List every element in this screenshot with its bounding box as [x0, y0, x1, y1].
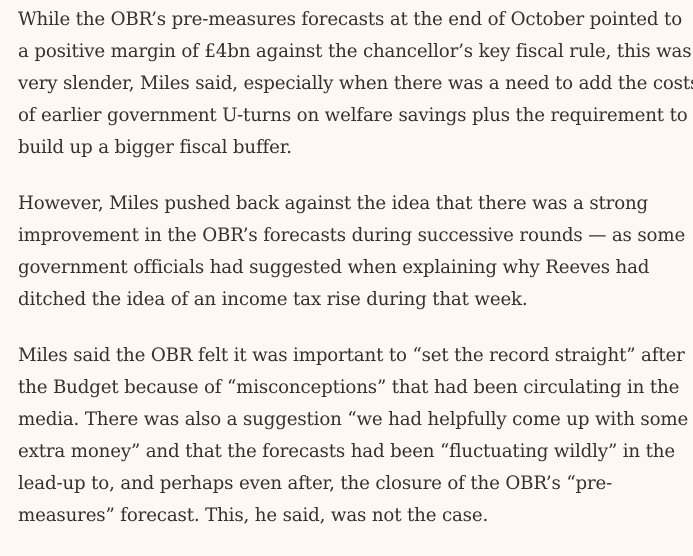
paragraph-2: However, Miles pushed back against the i…: [18, 188, 693, 316]
paragraph-line: a positive margin of £4bn against the ch…: [18, 41, 692, 62]
paragraph-line: very slender, Miles said, especially whe…: [18, 73, 693, 94]
paragraph-line: measures” forecast. This, he said, was n…: [18, 505, 489, 526]
paragraph-3: Miles said the OBR felt it was important…: [18, 340, 693, 532]
paragraph-line: ditched the idea of an income tax rise d…: [18, 289, 528, 310]
paragraph-line: lead-up to, and perhaps even after, the …: [18, 473, 613, 494]
paragraph-line: build up a bigger fiscal buffer.: [18, 137, 292, 158]
paragraph-line: Miles said the OBR felt it was important…: [18, 345, 685, 366]
paragraph-line: improvement in the OBR’s forecasts durin…: [18, 225, 686, 246]
paragraph-line: However, Miles pushed back against the i…: [18, 193, 649, 214]
paragraph-line: media. There was also a suggestion “we h…: [18, 409, 689, 430]
paragraph-line: the Budget because of “misconceptions” t…: [18, 377, 680, 398]
article-body: While the OBR’s pre-measures forecasts a…: [18, 4, 693, 556]
paragraph-line: extra money” and that the forecasts had …: [18, 441, 675, 462]
paragraph-line: While the OBR’s pre-measures forecasts a…: [18, 9, 682, 30]
paragraph-line: government officials had suggested when …: [18, 257, 650, 278]
paragraph-line: of earlier government U-turns on welfare…: [18, 105, 688, 126]
paragraph-1: While the OBR’s pre-measures forecasts a…: [18, 4, 693, 164]
